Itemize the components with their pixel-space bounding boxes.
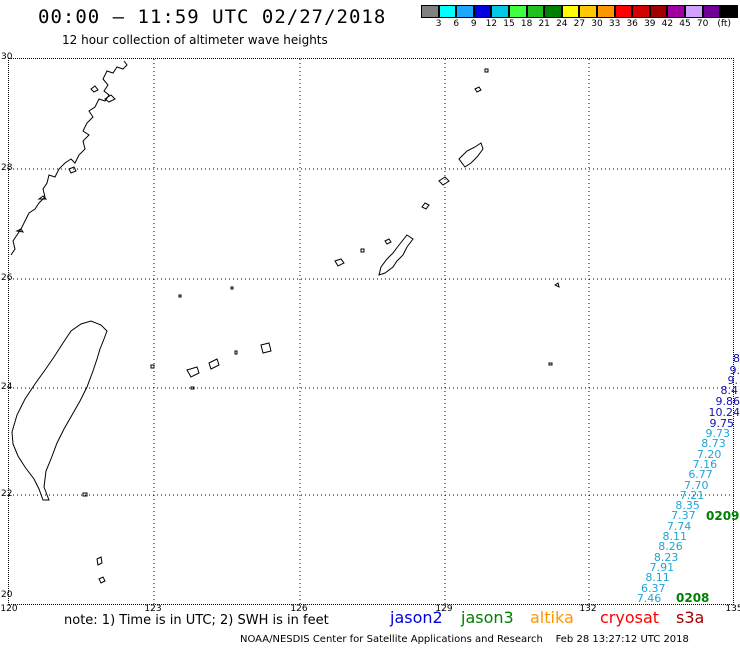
okinawa-coastline (378, 234, 414, 276)
wave-height-label: 7.16 (692, 457, 718, 471)
wave-height-label: 8.35 (675, 499, 700, 513)
wave-height-label: 6.37 (641, 581, 666, 595)
southern-islets (82, 492, 106, 584)
wave-height-label: 7.21 (679, 488, 705, 502)
color-swatch-4 (491, 5, 509, 18)
ryukyu-central-islets (334, 68, 560, 366)
color-swatch-6 (526, 5, 545, 18)
color-swatch-17 (720, 5, 738, 18)
satellite-legend-s3a: s3a (676, 608, 705, 627)
color-swatch-5 (508, 5, 527, 18)
wave-height-label: 7.46 (636, 591, 662, 605)
wave-height-label: 8 (733, 352, 740, 365)
lat-label-30: 30 (1, 52, 13, 62)
lat-label-28: 28 (1, 163, 13, 173)
lat-label-24: 24 (1, 382, 13, 392)
wave-height-label: 7.74 (666, 519, 692, 533)
wave-height-label: 8.73 (701, 437, 726, 451)
color-scale-labels: 3 6 9 12 15 18 21 24 27 30 33 36 39 42 45 70 (ft) (421, 18, 740, 30)
scale-label: 3 (435, 19, 442, 29)
wave-height-label: 8.4 (720, 384, 739, 397)
sakishima-islands (150, 286, 272, 390)
map-canvas (9, 59, 735, 606)
coastlines (10, 60, 560, 584)
wave-height-label: 8.11 (645, 571, 670, 585)
lon-label-126: 126 (290, 604, 308, 614)
color-swatch-11 (614, 5, 633, 18)
wave-height-label: 8.11 (662, 530, 688, 543)
wave-height-label: 7.91 (649, 560, 675, 574)
scale-label: 12 (485, 19, 498, 29)
wave-height-label: 6.77 (688, 468, 713, 482)
color-swatch-13 (649, 5, 668, 18)
scale-label: 21 (538, 19, 550, 29)
scale-label: 24 (556, 19, 568, 29)
satellite-legend-cryosat: cryosat (600, 608, 660, 627)
lon-label-135: 135 (725, 604, 740, 614)
scale-label: 27 (573, 19, 586, 29)
ryukyu-northern-islands (421, 142, 484, 210)
lat-label-26: 26 (1, 273, 13, 283)
scale-label: 33 (608, 19, 621, 29)
lon-label-132: 132 (579, 604, 597, 614)
scale-label: 39 (644, 19, 656, 29)
graticule (9, 59, 735, 606)
color-swatch-15 (684, 5, 703, 18)
color-swatch-8 (561, 5, 580, 18)
map-subtitle: 12 hour collection of altimeter wave hei… (62, 33, 328, 47)
color-swatch-1 (438, 5, 457, 18)
map-frame (8, 58, 735, 606)
scale-label: 45 (679, 19, 691, 29)
footer-note: note: 1) Time is in UTC; 2) SWH is in fe… (64, 613, 329, 628)
color-swatch-10 (596, 5, 615, 18)
track-time-label: 0208 (676, 591, 710, 605)
wave-height-label: 9. (729, 364, 740, 377)
color-swatches (421, 5, 740, 18)
color-swatch-7 (544, 5, 562, 18)
color-swatch-0 (421, 5, 439, 18)
color-swatch-14 (667, 5, 685, 18)
footer-credit: NOAA/NESDIS Center for Satellite Applica… (240, 634, 689, 645)
lon-label-120: 120 (0, 604, 18, 614)
scale-label: 36 (626, 19, 638, 29)
map-title: 00:00 – 11:59 UTC 02/27/2018 (38, 6, 387, 28)
satellite-legend-jason3: jason3 (461, 608, 514, 627)
satellite-legend-altika: altika (530, 608, 574, 627)
color-swatch-3 (473, 5, 492, 18)
scale-label: 70 (696, 19, 709, 29)
lat-label-20: 20 (1, 590, 13, 600)
color-swatch-16 (702, 5, 721, 18)
lon-label-123: 123 (144, 604, 162, 614)
wave-height-label: 8.23 (653, 550, 679, 564)
scale-label: 15 (503, 19, 515, 29)
color-swatch-12 (632, 5, 650, 18)
wave-height-color-scale: 3 6 9 12 15 18 21 24 27 30 33 36 39 42 45 70 (ft) (421, 5, 740, 30)
wave-height-label: 7.70 (684, 478, 709, 492)
wave-height-label: 8.26 (658, 540, 683, 554)
scale-label: 9 (470, 19, 477, 29)
color-swatch-9 (579, 5, 597, 18)
wave-height-label: 9.73 (705, 427, 731, 440)
wave-height-label: 7.20 (696, 447, 722, 461)
scale-label: 6 (453, 19, 460, 29)
wave-height-label: 9. (727, 374, 739, 387)
china-coastline (10, 60, 128, 256)
satellite-legend-jason2: jason2 (390, 608, 443, 627)
scale-label: 30 (591, 19, 603, 29)
wave-height-label: 9.75 (709, 417, 735, 430)
wave-height-label: 7.37 (671, 509, 696, 523)
taiwan-coastline (11, 320, 108, 501)
scale-label: 42 (661, 19, 674, 29)
scale-label: (ft) (717, 19, 731, 29)
china-coast-islets (15, 85, 116, 233)
track-time-label: 0209 (706, 509, 740, 523)
lon-label-129: 129 (435, 604, 453, 614)
wave-height-label: 10.24 (708, 406, 740, 419)
scale-label: 18 (520, 19, 533, 29)
lat-label-22: 22 (1, 489, 13, 499)
wave-height-label: 9.86 (715, 395, 740, 408)
color-swatch-2 (456, 5, 474, 18)
